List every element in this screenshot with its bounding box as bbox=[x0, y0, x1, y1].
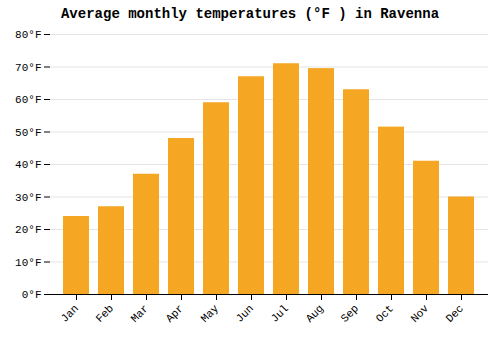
svg-text:60°F: 60°F bbox=[15, 94, 41, 106]
svg-text:Sep: Sep bbox=[339, 302, 361, 324]
svg-text:70°F: 70°F bbox=[15, 62, 41, 74]
svg-text:20°F: 20°F bbox=[15, 224, 41, 236]
svg-text:40°F: 40°F bbox=[15, 159, 41, 171]
svg-text:Nov: Nov bbox=[409, 302, 432, 325]
html-text:Average monthly temperatures (: Average monthly temperatures (°F ) in Ra… bbox=[61, 6, 439, 22]
svg-text:30°F: 30°F bbox=[15, 192, 41, 204]
svg-text:Dec: Dec bbox=[444, 302, 466, 324]
svg-text:50°F: 50°F bbox=[15, 127, 41, 139]
svg-text:80°F: 80°F bbox=[15, 29, 41, 41]
svg-text:Jan: Jan bbox=[59, 302, 81, 324]
svg-text:0°F: 0°F bbox=[22, 289, 42, 301]
svg-text:Feb: Feb bbox=[94, 302, 116, 324]
svg-text:Aug: Aug bbox=[304, 302, 326, 324]
svg-text:Oct: Oct bbox=[374, 302, 396, 324]
svg-text:May: May bbox=[199, 302, 222, 325]
svg-text:Apr: Apr bbox=[164, 302, 186, 324]
svg-text:Jun: Jun bbox=[234, 302, 256, 324]
svg-text:Mar: Mar bbox=[129, 302, 151, 324]
svg-text:10°F: 10°F bbox=[15, 257, 41, 269]
svg-text:Jul: Jul bbox=[269, 302, 291, 324]
